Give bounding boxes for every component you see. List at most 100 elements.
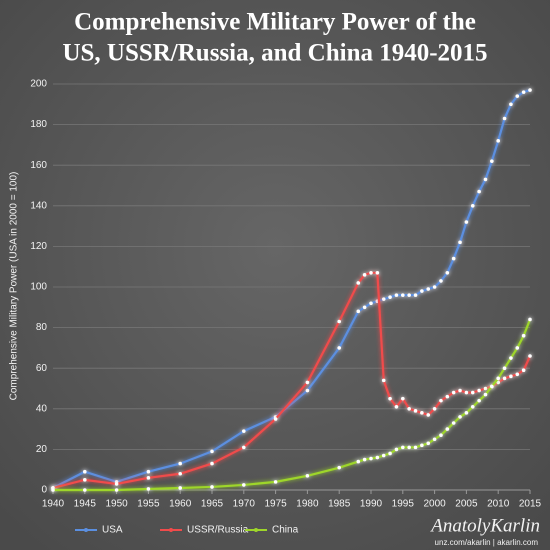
point: [362, 457, 367, 462]
point: [496, 139, 501, 143]
point: [439, 279, 443, 283]
point: [388, 295, 392, 299]
point: [483, 392, 488, 397]
point: [381, 378, 386, 383]
point: [432, 437, 437, 442]
point: [420, 411, 424, 415]
y-tick-label: 200: [30, 79, 47, 90]
point: [242, 483, 246, 487]
point: [401, 445, 405, 450]
point: [356, 309, 361, 314]
x-tick-label: 2015: [519, 499, 542, 510]
point: [451, 256, 456, 261]
point: [210, 449, 214, 454]
point: [464, 220, 469, 224]
point: [242, 445, 246, 450]
point: [515, 372, 520, 377]
point: [178, 471, 182, 476]
point: [502, 116, 507, 121]
y-tick-label: 60: [36, 363, 48, 374]
point: [477, 189, 481, 194]
chart-title: US, USSR/Russia, and China 1940-2015: [62, 40, 487, 67]
point: [496, 380, 501, 385]
point: [51, 488, 55, 492]
point: [426, 413, 431, 417]
y-tick-label: 80: [36, 322, 48, 333]
legend-swatch: [84, 528, 88, 532]
point: [146, 476, 151, 480]
y-tick-label: 20: [36, 444, 48, 455]
series: [51, 88, 532, 490]
point: [407, 293, 411, 297]
point: [381, 453, 386, 458]
point: [451, 421, 456, 425]
point: [375, 455, 380, 460]
x-tick-label: 1960: [169, 499, 192, 510]
point: [375, 270, 380, 275]
point: [178, 461, 182, 466]
watermark: AnatolyKarlin: [429, 515, 540, 536]
point: [362, 273, 367, 277]
point: [458, 388, 462, 393]
point: [356, 459, 361, 464]
x-tick-label: 1965: [201, 499, 224, 510]
point: [394, 447, 399, 452]
point: [337, 346, 342, 350]
point: [210, 485, 214, 489]
line: [52, 89, 531, 489]
point: [273, 480, 278, 484]
point: [114, 482, 119, 486]
point: [273, 417, 278, 421]
point: [490, 384, 494, 389]
x-tick-label: 1990: [360, 499, 383, 510]
point: [388, 396, 392, 401]
x-tick-label: 2005: [455, 499, 478, 510]
point: [369, 456, 373, 461]
y-axis-label: Comprehensive Military Power (USA in 200…: [9, 172, 20, 401]
point: [394, 404, 399, 409]
point: [242, 429, 246, 433]
point: [413, 293, 418, 297]
point: [496, 376, 501, 381]
legend-label: China: [272, 525, 299, 536]
point: [458, 240, 462, 245]
point: [337, 465, 342, 470]
legend-swatch: [254, 528, 258, 532]
x-tick-label: 1985: [328, 499, 351, 510]
point: [426, 441, 431, 446]
y-tick-label: 180: [30, 119, 47, 130]
point: [502, 366, 507, 371]
point: [483, 177, 488, 182]
y-tick-label: 140: [30, 200, 47, 211]
x-tick-label: 1940: [42, 499, 65, 510]
x-tick-label: 2010: [487, 499, 510, 510]
point: [401, 293, 405, 297]
y-tick-label: 160: [30, 160, 47, 171]
point: [432, 407, 437, 411]
point: [483, 386, 488, 391]
point: [83, 469, 87, 474]
point: [420, 289, 424, 293]
point: [445, 270, 450, 275]
x-tick-label: 1955: [137, 499, 160, 510]
x-tick-label: 1975: [264, 499, 287, 510]
point: [305, 388, 310, 393]
x-tick-label: 1970: [233, 499, 256, 510]
x-tick-label: 1980: [296, 499, 319, 510]
x-tick-label: 1945: [74, 499, 97, 510]
point: [362, 305, 367, 310]
point: [445, 427, 450, 431]
point: [515, 94, 520, 98]
point: [490, 159, 494, 163]
point: [509, 374, 513, 379]
point: [426, 287, 431, 291]
series: [51, 317, 532, 492]
point: [470, 404, 475, 409]
point: [210, 461, 214, 466]
point: [458, 415, 462, 419]
point: [528, 317, 532, 322]
point: [401, 396, 405, 401]
x-tick-label: 1950: [105, 499, 128, 510]
y-tick-label: 40: [36, 403, 48, 414]
